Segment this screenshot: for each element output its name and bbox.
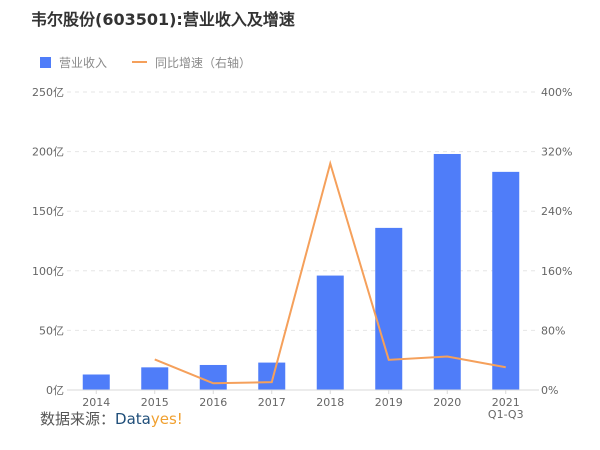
right-axis-tick: 80% (541, 324, 565, 337)
x-axis-label: 2020 (433, 396, 461, 409)
bar (375, 227, 403, 390)
x-axis-label: 2017 (258, 396, 286, 409)
x-axis-label: 2014 (82, 396, 110, 409)
bar (82, 374, 110, 390)
data-source: 数据来源：Datayes! (40, 408, 183, 429)
legend: 营业收入 同比增速（右轴） (40, 53, 251, 71)
right-axis-tick: 400% (541, 86, 572, 99)
line-series (154, 159, 506, 385)
left-axis-tick: 200亿 (32, 146, 64, 159)
source-prefix: 数据来源： (40, 410, 116, 428)
source-brand-data: Data (115, 410, 151, 428)
chart-title: 韦尔股份(603501):营业收入及增速 (31, 10, 295, 29)
left-axis-tick: 250亿 (32, 86, 64, 99)
left-axis-tick: 50亿 (39, 324, 64, 337)
right-axis-tick: 320% (541, 146, 572, 159)
source-brand-yes: yes! (150, 410, 183, 428)
axes: 0亿 0% 50亿 80% 100亿 160% 150亿 240% 200亿 320% 250亿 40… (32, 86, 572, 421)
gridlines (67, 91, 539, 331)
bar (433, 153, 461, 390)
legend-bar-label: 营业收入 (59, 55, 108, 70)
right-axis-tick: 160% (541, 265, 572, 278)
legend-bar-swatch-icon (40, 56, 51, 68)
bar (258, 362, 286, 390)
x-axis-label: 2016 (199, 396, 227, 409)
x-axis-label: Q1-Q3 (488, 408, 524, 421)
left-axis-tick: 0亿 (46, 384, 64, 397)
bar (316, 275, 344, 390)
x-axis-label: 2021 (492, 396, 520, 409)
x-axis-label: 2018 (316, 396, 344, 409)
right-axis-tick: 0% (541, 384, 558, 397)
bar (492, 171, 520, 390)
left-axis-tick: 150亿 (32, 205, 64, 218)
legend-line-swatch-icon (132, 61, 148, 63)
growth-line (154, 159, 506, 385)
x-axis-label: 2019 (375, 396, 403, 409)
bar-series (82, 153, 520, 390)
left-axis-tick: 100亿 (32, 265, 64, 278)
bar (141, 367, 169, 390)
legend-line-label: 同比增速（右轴） (155, 55, 252, 70)
x-axis-label: 2015 (141, 396, 169, 409)
bar (199, 364, 227, 390)
right-axis-tick: 240% (541, 205, 572, 218)
